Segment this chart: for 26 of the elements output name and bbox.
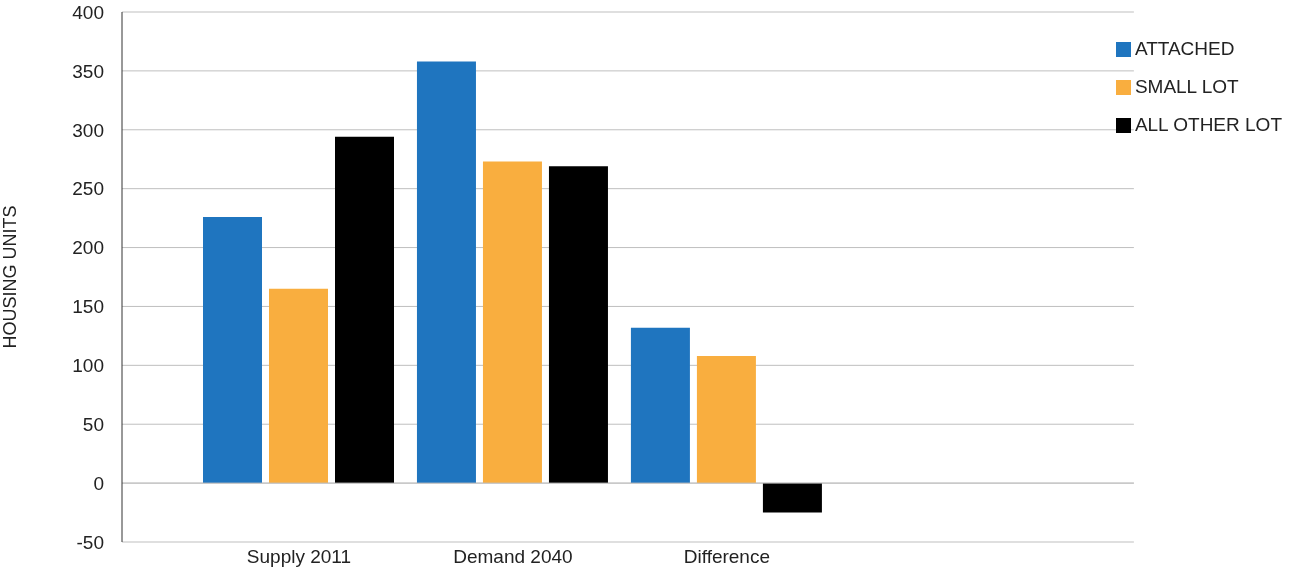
y-tick-label: 300: [72, 119, 104, 141]
bar: [696, 355, 756, 484]
bar: [203, 216, 262, 484]
x-tick-label: Difference: [683, 546, 771, 568]
y-tick-label: 350: [72, 60, 104, 82]
legend-label: SMALL LOT: [1134, 76, 1239, 97]
x-tick-label: Supply 2011: [246, 546, 352, 568]
x-tick-label: Demand 2040: [453, 546, 573, 568]
y-tick-label: 100: [72, 355, 104, 377]
bar: [630, 327, 690, 484]
bar: [548, 166, 608, 484]
bar: [416, 61, 476, 484]
bar: [335, 136, 394, 484]
y-axis-title: HOUSING UNITS: [0, 205, 21, 349]
bar: [269, 288, 328, 484]
y-tick-label: 400: [72, 1, 104, 23]
bar: [762, 483, 822, 513]
bar: [482, 161, 542, 484]
y-tick-label: -50: [76, 531, 104, 553]
legend-label: ALL OTHER LOT: [1134, 114, 1282, 135]
y-tick-label: 200: [72, 237, 104, 259]
y-tick-label: 150: [72, 296, 104, 318]
legend-label: ATTACHED: [1134, 38, 1235, 59]
y-tick-label: 250: [72, 178, 104, 200]
y-tick-label: 50: [82, 413, 104, 435]
y-tick-label: 0: [93, 472, 104, 494]
